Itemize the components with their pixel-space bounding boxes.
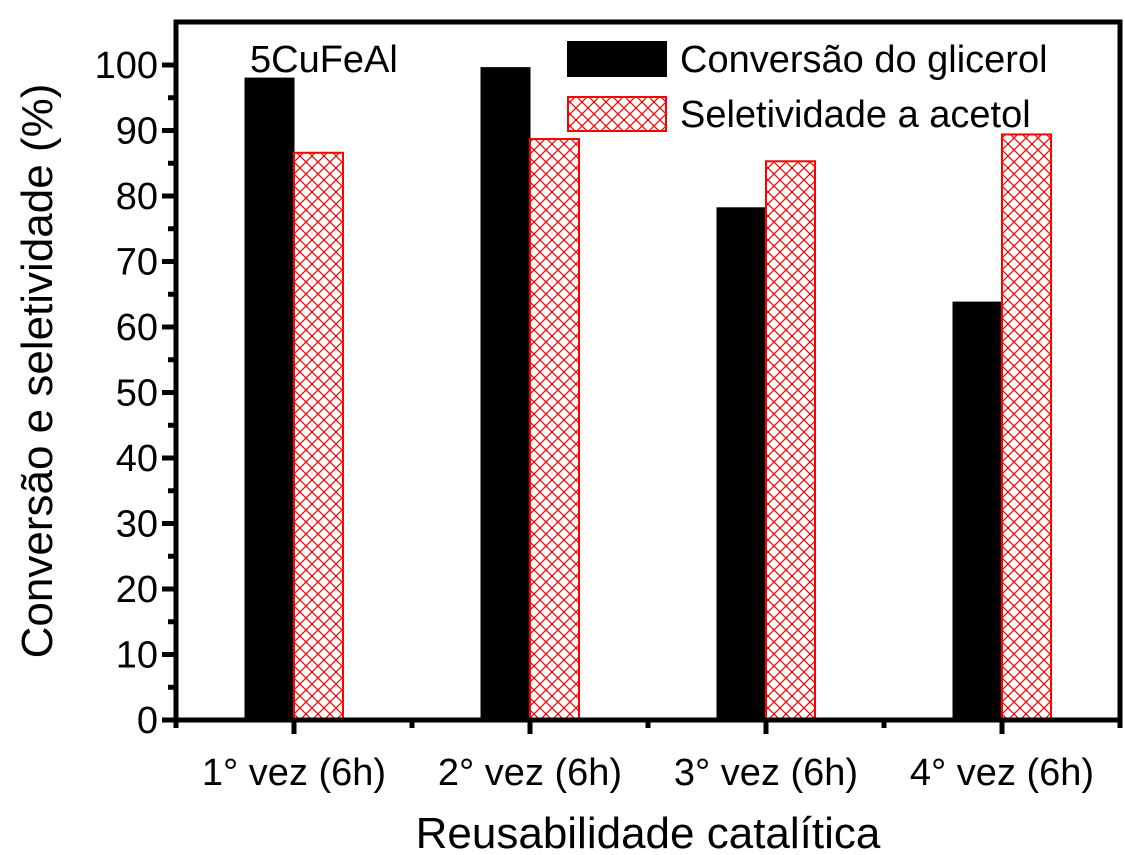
x-axis-title: Reusabilidade catalítica (416, 809, 881, 855)
bar-selectivity-2 (529, 138, 580, 721)
x-tick-label: 4° vez (6h) (910, 752, 1094, 794)
y-axis-title: Conversão e seletividade (%) (13, 84, 62, 659)
y-tick-label: 20 (116, 569, 158, 611)
bar-conversion-1 (244, 77, 295, 721)
x-tick-label: 3° vez (6h) (674, 752, 858, 794)
bar-selectivity-4 (1001, 133, 1052, 721)
y-tick-label: 30 (116, 504, 158, 546)
y-tick-label: 100 (95, 45, 158, 87)
legend-swatch-2 (567, 96, 667, 132)
legend: Conversão do glicerol Seletividade a acet… (567, 39, 1048, 136)
y-tick-label: 40 (116, 438, 158, 480)
bar-selectivity-1 (293, 151, 344, 721)
x-tick-label: 1° vez (6h) (202, 752, 386, 794)
x-tick-label: 2° vez (6h) (438, 752, 622, 794)
bar-conversion-3 (716, 207, 767, 721)
y-tick-label: 80 (116, 176, 158, 218)
y-tick-label: 60 (116, 307, 158, 349)
chart-annotation: 5CuFeAl (250, 39, 398, 81)
bars-group (244, 67, 1052, 722)
bar-conversion-2 (480, 67, 531, 721)
legend-label-2: Seletividade a acetol (680, 94, 1031, 136)
y-tick-label: 70 (116, 242, 158, 284)
x-axis-ticks: 1° vez (6h) 2° vez (6h) 3° vez (6h) 4° vez … (173, 720, 1123, 794)
legend-label-1: Conversão do glicerol (680, 39, 1048, 81)
y-tick-label: 90 (116, 111, 158, 153)
y-tick-label: 10 (116, 635, 158, 677)
bar-selectivity-3 (765, 160, 816, 722)
y-axis-ticks: 0 10 20 30 40 50 60 70 80 90 100 (95, 45, 176, 742)
legend-swatch-1 (567, 41, 667, 77)
y-tick-label: 0 (137, 700, 158, 742)
bar-conversion-4 (952, 301, 1003, 721)
y-tick-label: 50 (116, 373, 158, 415)
